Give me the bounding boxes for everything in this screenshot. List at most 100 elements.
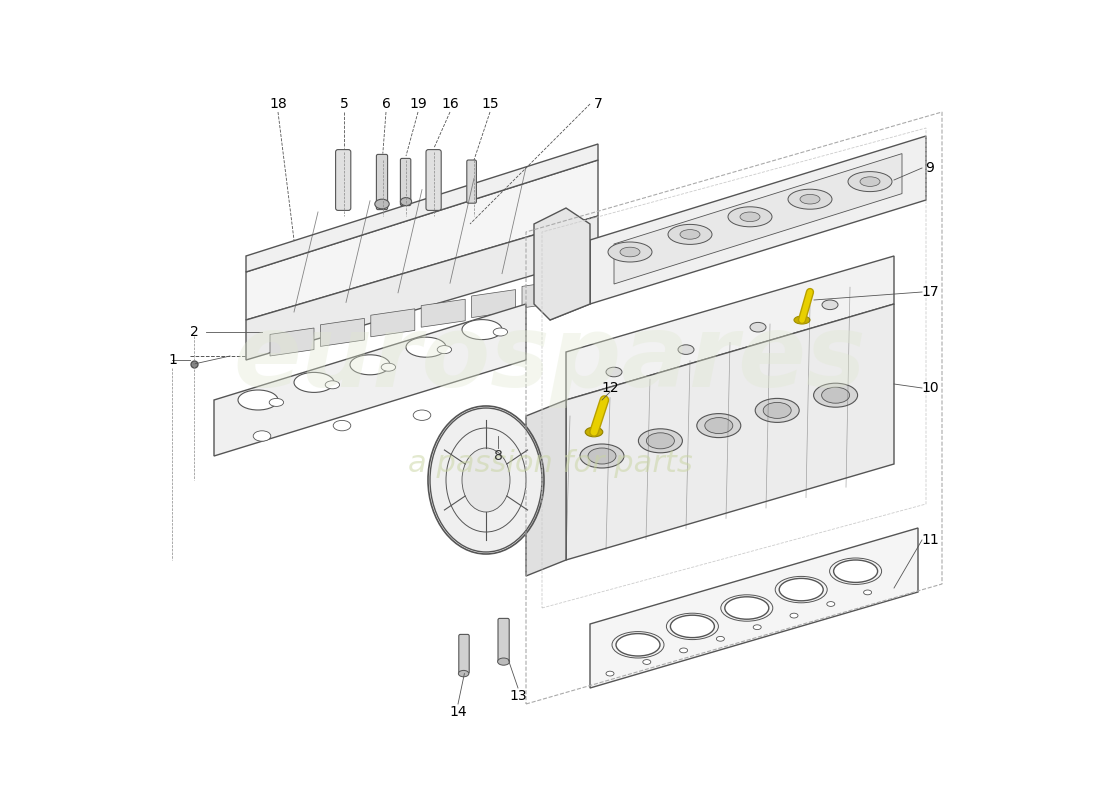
Text: 2: 2 — [189, 325, 198, 339]
Ellipse shape — [620, 247, 640, 257]
Text: 10: 10 — [921, 381, 938, 395]
Ellipse shape — [493, 328, 507, 336]
Text: eurospares: eurospares — [233, 311, 867, 409]
Ellipse shape — [725, 597, 769, 619]
Ellipse shape — [382, 363, 396, 371]
Ellipse shape — [827, 602, 835, 606]
Ellipse shape — [294, 372, 334, 392]
Ellipse shape — [414, 410, 431, 421]
Ellipse shape — [642, 659, 651, 664]
Ellipse shape — [750, 322, 766, 332]
Ellipse shape — [705, 418, 733, 434]
Ellipse shape — [670, 615, 714, 638]
Polygon shape — [590, 528, 918, 688]
Ellipse shape — [763, 402, 791, 418]
Text: 1: 1 — [168, 353, 177, 367]
Polygon shape — [421, 299, 465, 327]
Text: a passion for parts: a passion for parts — [408, 450, 692, 478]
Polygon shape — [534, 208, 590, 320]
Text: 12: 12 — [602, 381, 619, 395]
Ellipse shape — [375, 199, 389, 209]
Polygon shape — [550, 240, 590, 320]
Text: 6: 6 — [382, 97, 390, 111]
Polygon shape — [371, 309, 415, 337]
Polygon shape — [320, 318, 364, 346]
Polygon shape — [270, 328, 314, 356]
Ellipse shape — [437, 346, 452, 354]
Ellipse shape — [326, 381, 340, 389]
Ellipse shape — [864, 590, 871, 595]
Ellipse shape — [696, 414, 740, 438]
Polygon shape — [472, 290, 516, 318]
Text: 19: 19 — [409, 97, 427, 111]
Ellipse shape — [822, 300, 838, 310]
Polygon shape — [522, 280, 566, 308]
Ellipse shape — [680, 230, 700, 239]
Text: 15: 15 — [481, 97, 498, 111]
FancyBboxPatch shape — [459, 634, 470, 674]
Ellipse shape — [608, 242, 652, 262]
FancyBboxPatch shape — [376, 154, 387, 210]
Text: 13: 13 — [509, 689, 527, 703]
Text: 17: 17 — [921, 285, 938, 299]
Polygon shape — [246, 216, 598, 360]
Ellipse shape — [740, 212, 760, 222]
Ellipse shape — [238, 390, 278, 410]
Ellipse shape — [668, 224, 712, 245]
Ellipse shape — [800, 194, 820, 204]
Ellipse shape — [430, 408, 542, 552]
Ellipse shape — [788, 189, 832, 209]
Text: 9: 9 — [925, 161, 934, 175]
Text: 16: 16 — [441, 97, 459, 111]
Ellipse shape — [459, 670, 469, 677]
Ellipse shape — [647, 433, 674, 449]
Ellipse shape — [756, 398, 800, 422]
Ellipse shape — [253, 430, 271, 442]
Ellipse shape — [588, 448, 616, 464]
FancyBboxPatch shape — [466, 160, 476, 203]
Ellipse shape — [834, 560, 878, 582]
Ellipse shape — [728, 206, 772, 227]
Ellipse shape — [585, 427, 603, 437]
Polygon shape — [614, 154, 902, 284]
Polygon shape — [214, 304, 526, 456]
Text: 5: 5 — [340, 97, 349, 111]
Text: 7: 7 — [594, 97, 603, 111]
Ellipse shape — [680, 648, 688, 653]
Ellipse shape — [779, 578, 823, 601]
FancyBboxPatch shape — [426, 150, 441, 210]
Ellipse shape — [860, 177, 880, 186]
Ellipse shape — [794, 316, 810, 324]
Ellipse shape — [606, 367, 621, 377]
Ellipse shape — [790, 613, 798, 618]
Text: 8: 8 — [494, 449, 503, 463]
FancyBboxPatch shape — [400, 158, 410, 206]
Ellipse shape — [462, 319, 502, 339]
Ellipse shape — [406, 337, 446, 357]
Ellipse shape — [638, 429, 682, 453]
Ellipse shape — [822, 387, 849, 403]
Ellipse shape — [606, 671, 614, 676]
FancyBboxPatch shape — [498, 618, 509, 662]
Ellipse shape — [270, 398, 284, 406]
Ellipse shape — [462, 448, 510, 512]
Ellipse shape — [400, 198, 411, 206]
Ellipse shape — [616, 634, 660, 656]
Text: 14: 14 — [449, 705, 466, 719]
Ellipse shape — [678, 345, 694, 354]
Text: 18: 18 — [270, 97, 287, 111]
Ellipse shape — [848, 172, 892, 192]
Polygon shape — [566, 256, 894, 400]
Polygon shape — [526, 400, 566, 576]
Polygon shape — [590, 136, 926, 304]
Ellipse shape — [350, 354, 390, 374]
Ellipse shape — [716, 637, 725, 642]
Polygon shape — [566, 304, 894, 560]
Ellipse shape — [814, 383, 858, 407]
Ellipse shape — [333, 421, 351, 430]
Polygon shape — [246, 144, 598, 272]
Polygon shape — [246, 160, 598, 320]
Ellipse shape — [754, 625, 761, 630]
Ellipse shape — [497, 658, 509, 666]
Ellipse shape — [580, 444, 624, 468]
